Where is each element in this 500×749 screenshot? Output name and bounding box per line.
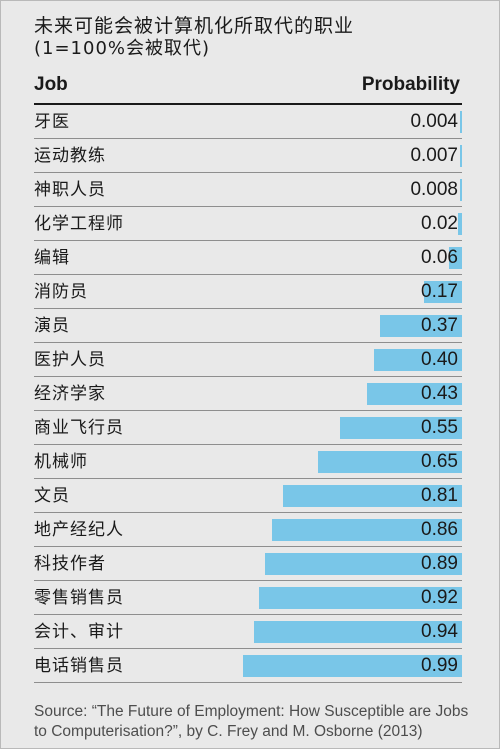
probability-value: 0.92 <box>421 587 458 608</box>
column-header-job: Job <box>34 74 68 95</box>
probability-bar <box>449 247 462 269</box>
row-divider <box>34 138 462 139</box>
probability-value: 0.008 <box>410 179 458 200</box>
table-row: 地产经纪人 0.86 <box>34 513 462 547</box>
probability-bar <box>259 587 462 609</box>
job-label: 会计、审计 <box>34 622 124 642</box>
row-divider <box>34 546 462 547</box>
table-row: 编辑 0.06 <box>34 241 462 275</box>
job-label: 文员 <box>34 486 70 506</box>
row-divider <box>34 444 462 445</box>
row-divider <box>34 580 462 581</box>
table-row: 神职人员 0.008 <box>34 173 462 207</box>
job-label: 零售销售员 <box>34 588 124 608</box>
row-divider <box>34 410 462 411</box>
table-row: 经济学家 0.43 <box>34 377 462 411</box>
job-label: 消防员 <box>34 282 88 302</box>
job-label: 化学工程师 <box>34 214 124 234</box>
probability-bar <box>254 621 462 643</box>
probability-bar <box>340 417 462 439</box>
source-line-2: to Computerisation?”, by C. Frey and M. … <box>34 723 423 740</box>
job-label: 演员 <box>34 316 70 336</box>
source-note: Source: “The Future of Employment: How S… <box>34 702 468 742</box>
column-header-probability: Probability <box>361 74 460 95</box>
probability-value: 0.43 <box>421 383 458 404</box>
table-row: 会计、审计 0.94 <box>34 615 462 649</box>
table-row: 消防员 0.17 <box>34 275 462 309</box>
probability-value: 0.55 <box>421 417 458 438</box>
job-label: 电话销售员 <box>34 656 124 676</box>
row-divider <box>34 478 462 479</box>
job-label: 机械师 <box>34 452 88 472</box>
row-divider <box>34 172 462 173</box>
probability-bar <box>283 485 462 507</box>
row-divider <box>34 512 462 513</box>
probability-value: 0.65 <box>421 451 458 472</box>
row-divider <box>34 274 462 275</box>
table-row: 化学工程师 0.02 <box>34 207 462 241</box>
probability-bar <box>265 553 462 575</box>
probability-bar <box>460 145 462 167</box>
job-label: 商业飞行员 <box>34 418 124 438</box>
table-row: 科技作者 0.89 <box>34 547 462 581</box>
probability-value: 0.40 <box>421 349 458 370</box>
table-row: 演员 0.37 <box>34 309 462 343</box>
probability-value: 0.94 <box>421 621 458 642</box>
chart-subtitle: (1=100%会被取代) <box>34 38 211 59</box>
table-row: 零售销售员 0.92 <box>34 581 462 615</box>
job-label: 地产经纪人 <box>34 520 124 540</box>
probability-value: 0.004 <box>410 111 458 132</box>
table-row: 文员 0.81 <box>34 479 462 513</box>
job-label: 运动教练 <box>34 146 106 166</box>
job-label: 经济学家 <box>34 384 106 404</box>
table-row: 电话销售员 0.99 <box>34 649 462 683</box>
table-row: 商业飞行员 0.55 <box>34 411 462 445</box>
row-divider <box>34 206 462 207</box>
table-row: 运动教练 0.007 <box>34 139 462 173</box>
probability-bar <box>458 213 462 235</box>
row-divider <box>34 614 462 615</box>
probability-value: 0.06 <box>421 247 458 268</box>
job-label: 科技作者 <box>34 554 106 574</box>
job-label: 医护人员 <box>34 350 106 370</box>
probability-value: 0.17 <box>421 281 458 302</box>
probability-value: 0.02 <box>421 213 458 234</box>
job-label: 神职人员 <box>34 180 106 200</box>
header-rule <box>34 103 462 105</box>
source-line-1: Source: “The Future of Employment: How S… <box>34 703 469 720</box>
probability-bar <box>374 349 462 371</box>
job-label: 牙医 <box>34 112 70 132</box>
probability-value: 0.99 <box>421 655 458 676</box>
probability-value: 0.89 <box>421 553 458 574</box>
job-label: 编辑 <box>34 248 70 268</box>
probability-bar <box>318 451 462 473</box>
probability-value: 0.81 <box>421 485 458 506</box>
chart-title: 未来可能会被计算机化所取代的职业 <box>34 15 355 37</box>
row-divider <box>34 648 462 649</box>
probability-bar <box>380 315 462 337</box>
row-divider <box>34 342 462 343</box>
probability-bar <box>367 383 462 405</box>
probability-value: 0.007 <box>410 145 458 166</box>
table-row: 机械师 0.65 <box>34 445 462 479</box>
row-divider <box>34 376 462 377</box>
table-row: 牙医 0.004 <box>34 105 462 139</box>
probability-value: 0.86 <box>421 519 458 540</box>
probability-bar <box>460 111 462 133</box>
row-divider <box>34 240 462 241</box>
probability-bar <box>460 179 462 201</box>
probability-bar <box>243 655 462 677</box>
probability-value: 0.37 <box>421 315 458 336</box>
probability-bar <box>424 281 462 303</box>
probability-bar <box>272 519 462 541</box>
table-row: 医护人员 0.40 <box>34 343 462 377</box>
row-divider <box>34 308 462 309</box>
row-divider <box>34 682 462 683</box>
